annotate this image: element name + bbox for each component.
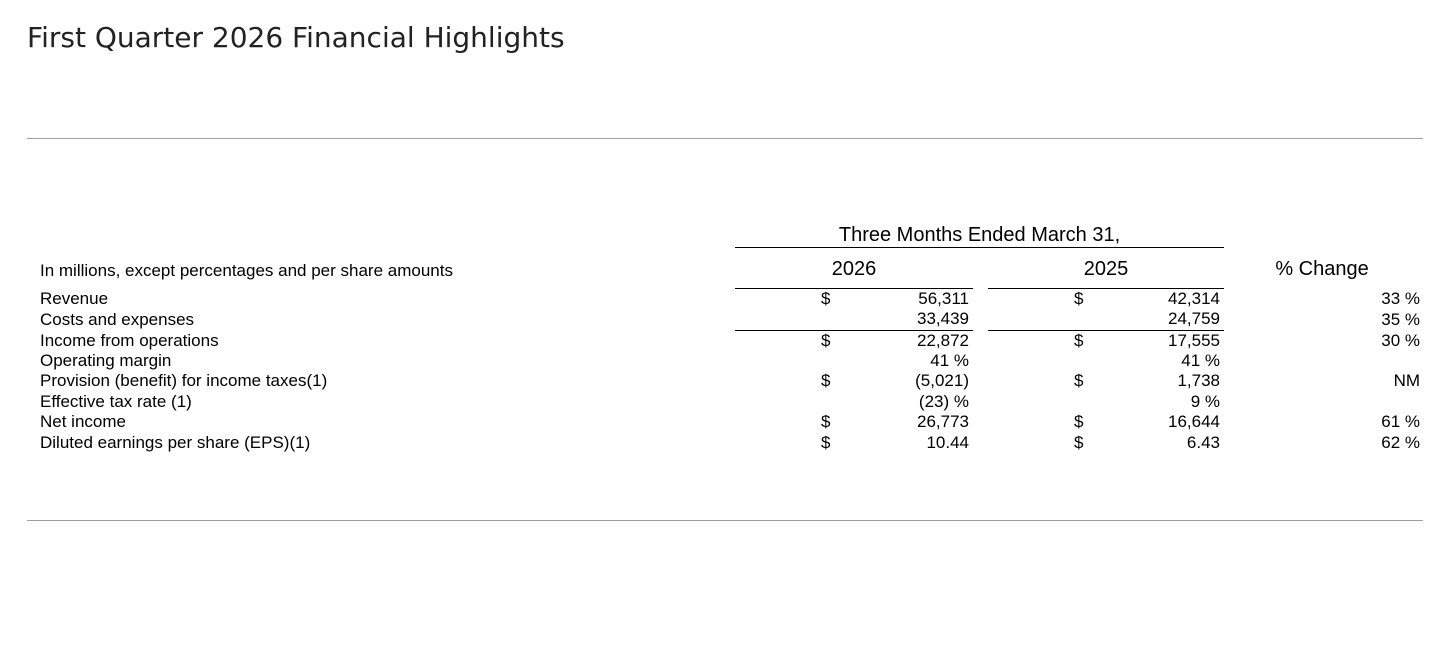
top-divider [27,137,1423,139]
col-header-2025: 2025 [988,247,1225,289]
units-note: In millions, except percentages and per … [40,260,453,280]
value-2026: 10.44 [926,432,969,452]
value-2026: 56,311 [918,288,969,308]
value-2025: 17,555 [1168,330,1221,350]
table-row-diluted-eps: Diluted earnings per share (EPS)(1) $ 10… [40,433,1420,453]
document-page: First Quarter 2026 Financial Highlights … [0,19,1450,521]
spacer-cell [1224,223,1420,248]
change-value: 30 % [1381,330,1421,350]
value-2025: 41 % [1181,350,1221,370]
table-row-costs-and-expenses: Costs and expenses 33,439 24,759 35 % [40,309,1421,331]
value-2025: 24,759 [1168,309,1221,329]
value-2026: (5,021) [915,371,969,391]
change-value: NM [1393,371,1421,391]
change-value: 62 % [1381,432,1421,452]
value-2026: (23) % [918,391,969,411]
cell-2026: (23) % [735,392,973,412]
value-2026: 26,773 [917,412,969,432]
gap-cell [973,288,988,309]
row-label: Diluted earnings per share (EPS)(1) [40,432,311,452]
change-value: 33 % [1381,288,1421,308]
cell-2025: $ 16,644 [988,412,1224,432]
financial-highlights-table: Three Months Ended March 31, In millions… [40,222,1421,453]
cell-2025: $ 42,314 [988,288,1224,309]
change-value [1224,351,1420,371]
change-value: 35 % [1381,309,1421,329]
gap-cell [973,330,988,351]
table-row-income-from-operations: Income from operations $ 22,872 $ 17,555… [40,330,1420,351]
period-header-row: Three Months Ended March 31, [40,222,1420,248]
gap-cell [973,392,988,412]
value-2025: 1,738 [1177,371,1221,391]
currency-symbol: $ [1074,288,1084,308]
table-row-effective-tax-rate: Effective tax rate (1) (23) % 9 % [40,392,1420,412]
row-label: Effective tax rate (1) [40,391,192,411]
currency-symbol: $ [821,412,831,432]
col-header-percent-change: % Change [1275,258,1369,281]
row-label: Operating margin [40,350,172,370]
cell-2025: $ 1,738 [988,371,1224,391]
table-row-net-income: Net income $ 26,773 $ 16,644 61 % [40,412,1420,432]
value-2025: 9 % [1190,391,1221,411]
spacer-cell [40,223,735,248]
value-2025: 16,644 [1168,412,1221,432]
column-header-row: In millions, except percentages and per … [40,247,1420,289]
currency-symbol: $ [821,371,831,391]
bottom-divider [27,519,1423,521]
value-2026: 33,439 [917,309,969,329]
col-header-2026: 2026 [735,247,973,289]
row-label: Costs and expenses [40,309,195,329]
gap-cell [973,247,988,288]
page-title: First Quarter 2026 Financial Highlights [27,21,565,54]
cell-2025: 41 % [988,351,1224,371]
cell-2026: 41 % [735,351,973,371]
cell-2025: $ 17,555 [988,330,1224,351]
gap-cell [973,433,988,453]
value-2026: 41 % [930,350,969,370]
cell-2026: $ 26,773 [735,412,973,432]
currency-symbol: $ [1074,371,1084,391]
cell-2026: $ 10.44 [735,433,973,453]
value-2026: 22,872 [917,330,969,350]
currency-symbol: $ [821,330,831,350]
row-label: Revenue [40,288,109,308]
gap-cell [973,412,988,432]
cell-2025: $ 6.43 [988,433,1224,453]
currency-symbol: $ [1074,432,1084,452]
table-row-provision-for-income-taxes: Provision (benefit) for income taxes(1) … [40,371,1420,391]
gap-cell [973,371,988,391]
row-label: Provision (benefit) for income taxes(1) [40,371,328,391]
cell-2026: $ 56,311 [735,288,973,309]
change-value [1224,392,1420,412]
currency-symbol: $ [1074,412,1084,432]
currency-symbol: $ [1074,330,1084,350]
period-header: Three Months Ended March 31, [735,222,1225,248]
table-row-operating-margin: Operating margin 41 % 41 % [40,351,1420,371]
value-2025: 42,314 [1168,288,1221,308]
table-row-revenue: Revenue $ 56,311 $ 42,314 33 % [40,288,1420,309]
gap-cell [973,351,988,371]
cell-2026: $ 22,872 [735,330,973,351]
cell-2026: 33,439 [735,309,973,331]
row-label: Net income [40,412,126,432]
cell-2026: $ (5,021) [735,371,973,391]
cell-2025: 24,759 [988,309,1225,331]
value-2025: 6.43 [1186,432,1221,452]
currency-symbol: $ [821,288,831,308]
cell-2025: 9 % [988,392,1224,412]
change-value: 61 % [1381,412,1421,432]
row-label: Income from operations [40,330,219,350]
gap-cell [973,309,988,330]
currency-symbol: $ [821,432,831,452]
